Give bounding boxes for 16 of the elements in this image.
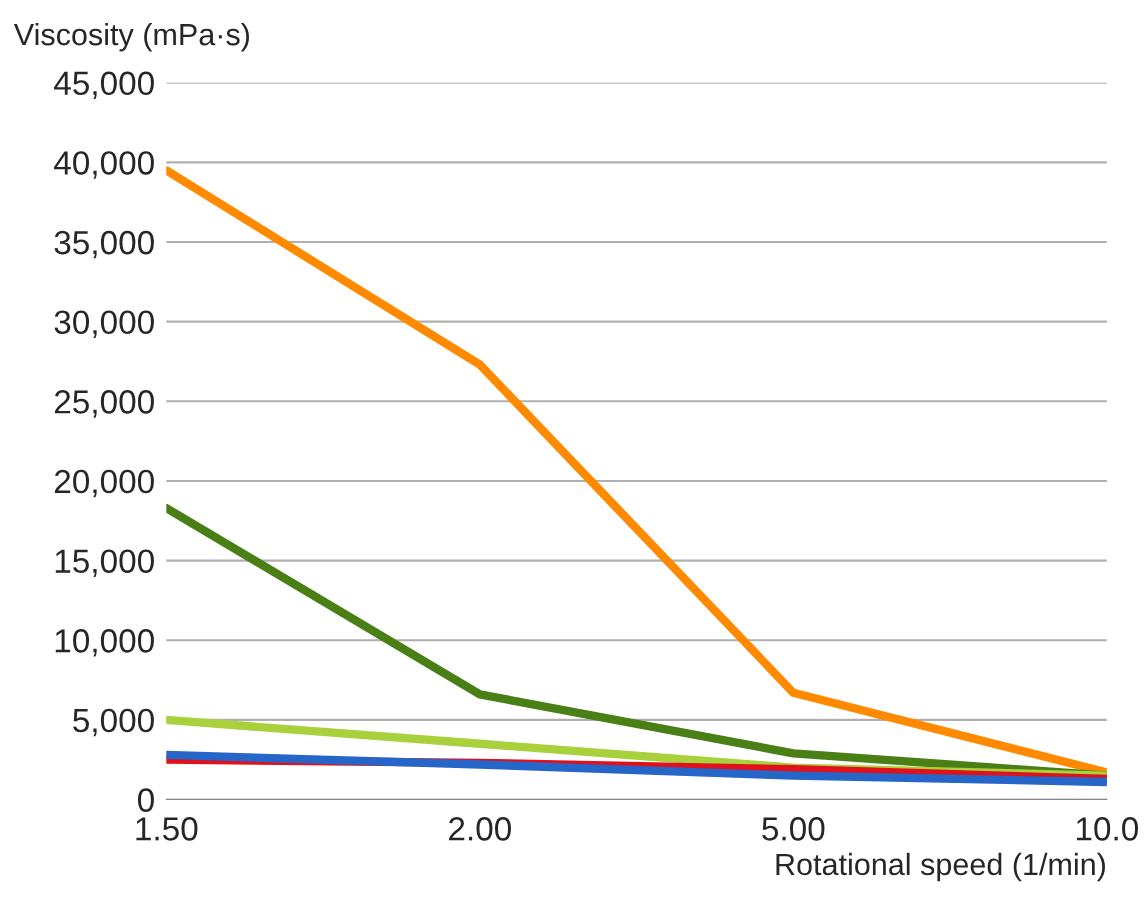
y-tick-label: 35,000 (54, 230, 154, 259)
y-tick-label: 15,000 (55, 549, 154, 577)
x-tick-label: 5.00 (762, 817, 825, 841)
y-tick-label: 0 (137, 788, 154, 812)
x-tick-label: 2.00 (449, 817, 511, 841)
x-tick-label: 1.50 (136, 817, 198, 841)
y-tick-label: 5,000 (73, 708, 154, 737)
x-axis-title: Rotational speed (1/min) (776, 852, 1105, 882)
y-tick-label: 20,000 (54, 469, 154, 498)
x-tick-label: 10.0 (1076, 817, 1138, 841)
y-axis-title: Viscosity (mPa·s) (13, 22, 249, 52)
y-tick-label: 25,000 (54, 390, 154, 418)
y-tick-label: 30,000 (54, 310, 154, 338)
y-tick-label: 10,000 (55, 629, 154, 657)
y-tick-label: 45,000 (54, 71, 154, 100)
y-tick-label: 40,000 (54, 151, 154, 179)
